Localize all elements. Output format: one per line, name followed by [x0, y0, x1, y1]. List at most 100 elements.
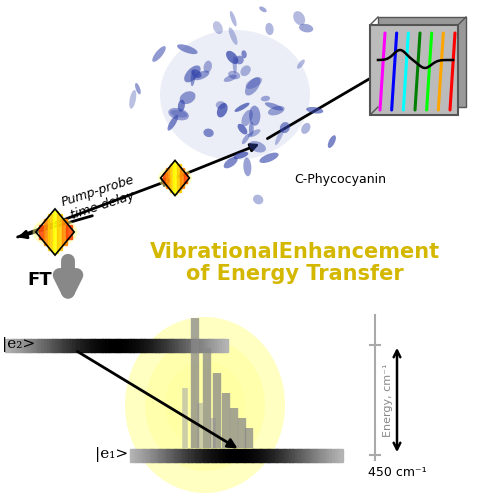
Text: |e₁>: |e₁> — [95, 448, 128, 462]
Bar — [163, 173, 167, 183]
Ellipse shape — [280, 122, 290, 133]
Ellipse shape — [33, 218, 78, 246]
Bar — [213, 448, 215, 462]
Bar — [205, 338, 209, 351]
Bar — [279, 448, 282, 462]
Bar — [130, 338, 134, 351]
Bar — [319, 448, 322, 462]
Bar — [216, 338, 220, 351]
Bar — [50, 338, 53, 351]
Bar — [94, 338, 97, 351]
Bar — [105, 338, 108, 351]
Bar — [316, 448, 319, 462]
Bar — [183, 448, 186, 462]
Ellipse shape — [158, 167, 192, 189]
Bar — [135, 448, 138, 462]
Bar — [141, 448, 144, 462]
Bar — [44, 338, 47, 351]
Bar — [19, 338, 22, 351]
Bar — [125, 338, 128, 351]
Ellipse shape — [306, 107, 323, 114]
Bar — [303, 448, 306, 462]
Bar — [266, 448, 268, 462]
Ellipse shape — [180, 91, 196, 104]
Bar — [25, 338, 28, 351]
Bar — [234, 448, 237, 462]
Ellipse shape — [224, 157, 238, 168]
Bar — [158, 338, 161, 351]
Bar — [329, 448, 333, 462]
Ellipse shape — [125, 317, 285, 493]
Bar — [169, 338, 173, 351]
Bar — [225, 338, 228, 351]
Text: Energy, cm⁻¹: Energy, cm⁻¹ — [383, 363, 393, 437]
Bar — [239, 448, 242, 462]
Ellipse shape — [178, 100, 185, 112]
Ellipse shape — [228, 28, 238, 45]
Bar — [78, 338, 80, 351]
Bar — [64, 338, 67, 351]
Text: of Energy Transfer: of Energy Transfer — [186, 264, 404, 284]
Bar — [214, 338, 217, 351]
Bar — [159, 448, 162, 462]
Bar — [157, 448, 160, 462]
Ellipse shape — [184, 66, 201, 82]
Bar — [199, 448, 202, 462]
Ellipse shape — [228, 71, 240, 80]
Ellipse shape — [241, 50, 247, 58]
Bar — [148, 448, 152, 462]
Ellipse shape — [245, 78, 262, 89]
Bar — [335, 448, 338, 462]
Text: C-Phycocyanin: C-Phycocyanin — [294, 174, 386, 186]
Ellipse shape — [301, 123, 310, 134]
Bar — [186, 448, 189, 462]
Bar — [271, 448, 274, 462]
Bar — [97, 338, 100, 351]
Bar — [188, 448, 192, 462]
Ellipse shape — [235, 56, 244, 64]
Bar — [321, 448, 324, 462]
Bar — [128, 338, 131, 351]
Ellipse shape — [129, 90, 136, 108]
Bar — [89, 338, 92, 351]
Bar — [228, 448, 231, 462]
Bar — [260, 448, 263, 462]
Bar — [151, 448, 154, 462]
Bar — [146, 448, 149, 462]
Bar — [257, 448, 261, 462]
Bar — [153, 338, 156, 351]
Bar — [43, 220, 49, 244]
Ellipse shape — [241, 66, 251, 76]
Bar — [223, 448, 226, 462]
Ellipse shape — [135, 83, 141, 94]
Ellipse shape — [177, 44, 198, 54]
Ellipse shape — [242, 134, 250, 144]
Bar — [236, 448, 240, 462]
Bar — [83, 338, 86, 351]
Bar — [268, 448, 271, 462]
Bar — [33, 338, 36, 351]
Bar — [180, 168, 184, 188]
Ellipse shape — [152, 46, 166, 62]
Bar — [53, 338, 55, 351]
Bar — [177, 164, 181, 192]
Text: 450 cm⁻¹: 450 cm⁻¹ — [368, 466, 426, 479]
Bar — [308, 448, 311, 462]
Bar — [290, 448, 293, 462]
Bar — [252, 448, 255, 462]
Bar — [241, 448, 245, 462]
Bar — [292, 448, 295, 462]
Bar — [178, 338, 181, 351]
Ellipse shape — [248, 130, 260, 138]
Bar — [170, 164, 174, 192]
Ellipse shape — [241, 110, 253, 126]
Bar — [324, 448, 327, 462]
Bar — [231, 448, 234, 462]
Bar — [370, 25, 458, 115]
Bar — [219, 338, 223, 351]
Bar — [53, 211, 58, 253]
Bar — [172, 338, 175, 351]
Bar — [263, 448, 266, 462]
Bar — [41, 338, 44, 351]
Ellipse shape — [259, 152, 279, 163]
